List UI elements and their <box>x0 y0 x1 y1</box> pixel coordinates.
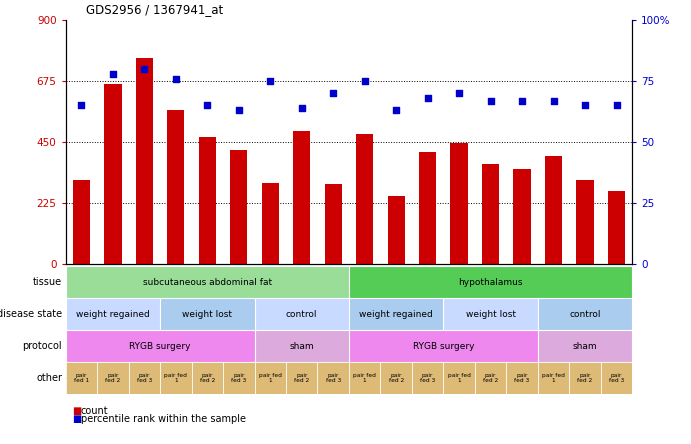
Text: weight lost: weight lost <box>466 310 515 319</box>
Bar <box>167 110 184 264</box>
Bar <box>451 143 468 264</box>
Bar <box>230 150 247 264</box>
Text: pair fed
1: pair fed 1 <box>542 373 565 384</box>
Bar <box>419 151 436 264</box>
Text: pair
fed 3: pair fed 3 <box>325 373 341 384</box>
Text: GDS2956 / 1367941_at: GDS2956 / 1367941_at <box>86 3 224 16</box>
Text: count: count <box>81 406 108 416</box>
Text: pair
fed 2: pair fed 2 <box>200 373 215 384</box>
Bar <box>388 196 405 264</box>
Point <box>107 70 118 77</box>
Bar <box>325 184 342 264</box>
Text: pair fed
1: pair fed 1 <box>353 373 376 384</box>
Text: ■: ■ <box>73 406 82 416</box>
Text: pair
fed 3: pair fed 3 <box>609 373 624 384</box>
Text: pair fed
1: pair fed 1 <box>448 373 471 384</box>
Bar <box>482 164 500 264</box>
Bar <box>576 180 594 264</box>
Bar <box>73 180 90 264</box>
Bar <box>262 183 279 264</box>
Bar <box>293 131 310 264</box>
Point <box>234 107 245 114</box>
Text: other: other <box>36 373 62 383</box>
Text: pair
fed 3: pair fed 3 <box>137 373 152 384</box>
Text: pair
fed 2: pair fed 2 <box>483 373 498 384</box>
Text: RYGB surgery: RYGB surgery <box>129 342 191 351</box>
Point <box>517 97 528 104</box>
Point <box>359 78 370 85</box>
Point <box>76 102 87 109</box>
Point <box>422 95 433 102</box>
Point <box>485 97 496 104</box>
Point <box>139 65 150 72</box>
Bar <box>104 84 122 264</box>
Point <box>580 102 591 109</box>
Bar <box>608 191 625 264</box>
Bar <box>513 169 531 264</box>
Point <box>390 107 401 114</box>
Text: pair
fed 3: pair fed 3 <box>231 373 247 384</box>
Text: RYGB surgery: RYGB surgery <box>413 342 474 351</box>
Point <box>296 104 307 111</box>
Text: disease state: disease state <box>0 309 62 319</box>
Text: pair fed
1: pair fed 1 <box>259 373 282 384</box>
Text: pair
fed 3: pair fed 3 <box>420 373 435 384</box>
Point <box>548 97 559 104</box>
Text: subcutaneous abdominal fat: subcutaneous abdominal fat <box>143 278 272 287</box>
Point <box>328 90 339 97</box>
Text: hypothalamus: hypothalamus <box>458 278 523 287</box>
Text: sham: sham <box>290 342 314 351</box>
Text: pair
fed 2: pair fed 2 <box>294 373 310 384</box>
Text: pair
fed 2: pair fed 2 <box>388 373 404 384</box>
Point <box>170 75 181 82</box>
Text: control: control <box>286 310 317 319</box>
Text: pair
fed 1: pair fed 1 <box>74 373 89 384</box>
Text: pair
fed 2: pair fed 2 <box>578 373 593 384</box>
Text: pair
fed 3: pair fed 3 <box>515 373 530 384</box>
Bar <box>545 156 562 264</box>
Text: weight regained: weight regained <box>359 310 433 319</box>
Point <box>265 78 276 85</box>
Point <box>202 102 213 109</box>
Text: tissue: tissue <box>33 278 62 287</box>
Text: pair
fed 2: pair fed 2 <box>105 373 120 384</box>
Bar <box>135 58 153 264</box>
Text: control: control <box>569 310 600 319</box>
Text: weight regained: weight regained <box>76 310 150 319</box>
Text: sham: sham <box>573 342 597 351</box>
Bar <box>356 134 373 264</box>
Point <box>611 102 622 109</box>
Text: protocol: protocol <box>23 341 62 351</box>
Bar <box>198 137 216 264</box>
Point <box>453 90 464 97</box>
Text: pair fed
1: pair fed 1 <box>164 373 187 384</box>
Text: weight lost: weight lost <box>182 310 232 319</box>
Text: ■: ■ <box>73 414 82 424</box>
Text: percentile rank within the sample: percentile rank within the sample <box>81 414 246 424</box>
